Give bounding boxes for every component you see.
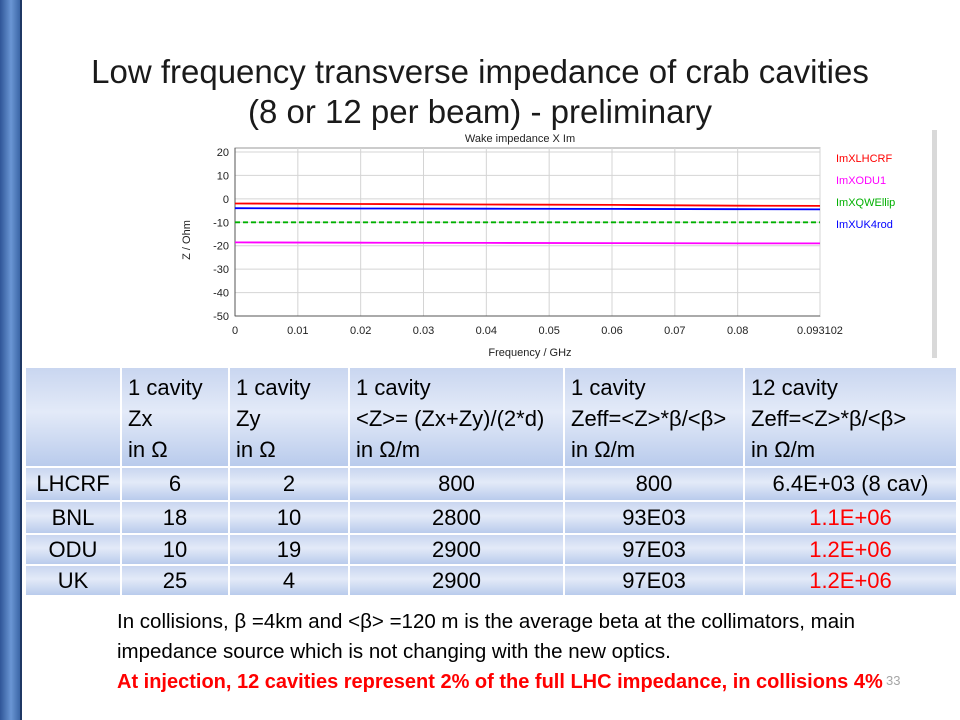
row-label: LHCRF xyxy=(26,468,122,502)
slide-title-line-1: Low frequency transverse impedance of cr… xyxy=(91,53,869,90)
cell-z-avg: 2800 xyxy=(350,502,565,535)
legend-entry: ImXODU1 xyxy=(836,175,886,187)
header-line: in Ω/m xyxy=(356,437,421,462)
header-cell-zeff-1: 1 cavity Zeff=<Z>*β/<β> in Ω/m xyxy=(565,368,745,468)
header-line: <Z>= (Zx+Zy)/(2*d) xyxy=(356,406,545,431)
slide-title-line-2: (8 or 12 per beam) - preliminary xyxy=(248,93,712,130)
x-tick-label: 0.04 xyxy=(476,325,497,337)
header-line: in Ω/m xyxy=(751,437,816,462)
header-line: 1 cavity xyxy=(128,375,203,400)
header-cell-blank xyxy=(26,368,122,468)
cell-zeff-12: 1.1E+06 xyxy=(745,502,958,535)
cell-zy: 19 xyxy=(230,535,350,566)
slide-number: 33 xyxy=(886,673,901,688)
slide-accent-bar xyxy=(0,0,20,720)
x-tick-label: 0.05 xyxy=(538,325,559,337)
cell-zx: 6 xyxy=(122,468,230,502)
row-label: BNL xyxy=(26,502,122,535)
x-tick-label: 0 xyxy=(232,325,238,337)
header-line: Zx xyxy=(128,406,153,431)
x-tick-label: 0.06 xyxy=(601,325,622,337)
cell-zeff-1: 93E03 xyxy=(565,502,745,535)
impedance-table: 1 cavity Zx in Ω 1 cavity Zy in Ω 1 cavi… xyxy=(26,368,958,597)
cell-zeff-12: 6.4E+03 (8 cav) xyxy=(745,468,958,502)
cell-zy: 2 xyxy=(230,468,350,502)
header-line: Zeff=<Z>*β/<β> xyxy=(571,406,727,431)
header-cell-z-avg: 1 cavity <Z>= (Zx+Zy)/(2*d) in Ω/m xyxy=(350,368,565,468)
series-line-imxodu1 xyxy=(234,241,820,245)
header-line: 12 cavity xyxy=(751,375,838,400)
cell-zeff-12: 1.2E+06 xyxy=(745,535,958,566)
y-tick-label: 20 xyxy=(217,147,229,159)
cell-zy: 10 xyxy=(230,502,350,535)
y-tick-label: -30 xyxy=(213,264,229,276)
y-tick-label: -10 xyxy=(213,217,229,229)
row-label: UK xyxy=(26,566,122,597)
y-tick-label: 10 xyxy=(217,170,229,182)
cell-zx: 25 xyxy=(122,566,230,597)
header-line: 1 cavity xyxy=(236,375,311,400)
cell-zx: 18 xyxy=(122,502,230,535)
cell-zeff-1: 800 xyxy=(565,468,745,502)
y-tick-label: -40 xyxy=(213,288,229,300)
x-tick-label: 0.07 xyxy=(664,325,685,337)
cell-z-avg: 2900 xyxy=(350,566,565,597)
plot-frame xyxy=(234,147,821,317)
cell-zeff-1: 97E03 xyxy=(565,566,745,597)
header-line: Zy xyxy=(236,406,261,431)
x-tick-label: 0.093102 xyxy=(797,325,843,337)
x-tick-label: 0.01 xyxy=(287,325,308,337)
y-tick-label: -20 xyxy=(213,241,229,253)
series-line-imxuk4rod xyxy=(234,207,821,211)
header-line: in Ω/m xyxy=(571,437,636,462)
header-line: 1 cavity xyxy=(571,375,646,400)
cell-z-avg: 2900 xyxy=(350,535,565,566)
impedance-chart: Wake impedance X Im Frequency / GHz Z / … xyxy=(181,130,937,359)
header-cell-zy: 1 cavity Zy in Ω xyxy=(230,368,350,468)
x-tick-label: 0.03 xyxy=(413,325,434,337)
row-label: ODU xyxy=(26,535,122,566)
header-cell-zeff-12: 12 cavity Zeff=<Z>*β/<β> in Ω/m xyxy=(745,368,958,468)
header-line: Zeff=<Z>*β/<β> xyxy=(751,406,907,431)
cell-z-avg: 800 xyxy=(350,468,565,502)
cell-zx: 10 xyxy=(122,535,230,566)
x-tick-label: 0.08 xyxy=(727,325,748,337)
note-collisions-line-1: In collisions, β =4km and <β> =120 m is … xyxy=(117,610,856,633)
y-tick-label: -50 xyxy=(213,311,229,323)
legend-entry: ImXUK4rod xyxy=(836,219,893,231)
note-collisions-line-2: impedance source which is not changing w… xyxy=(117,640,671,663)
cell-zeff-1: 97E03 xyxy=(565,535,745,566)
header-line: in Ω xyxy=(236,437,276,462)
chart-title: Wake impedance X Im xyxy=(465,133,575,145)
note-injection-highlight: At injection, 12 cavities represent 2% o… xyxy=(117,671,883,693)
y-tick-label: 0 xyxy=(223,194,229,206)
legend-entry: ImXQWEllip xyxy=(836,197,895,209)
y-axis-label: Z / Ohm xyxy=(181,220,193,260)
header-line: in Ω xyxy=(128,437,168,462)
x-tick-label: 0.02 xyxy=(350,325,371,337)
cell-zy: 4 xyxy=(230,566,350,597)
header-line: 1 cavity xyxy=(356,375,431,400)
series-line-imxlhcrf xyxy=(234,202,821,207)
x-axis-label: Frequency / GHz xyxy=(488,347,571,359)
slide-accent-divider xyxy=(20,0,22,720)
cell-zeff-12: 1.2E+06 xyxy=(745,566,958,597)
legend-entry: ImXLHCRF xyxy=(836,153,893,165)
chart-image-edge xyxy=(932,130,937,358)
header-cell-zx: 1 cavity Zx in Ω xyxy=(122,368,230,468)
